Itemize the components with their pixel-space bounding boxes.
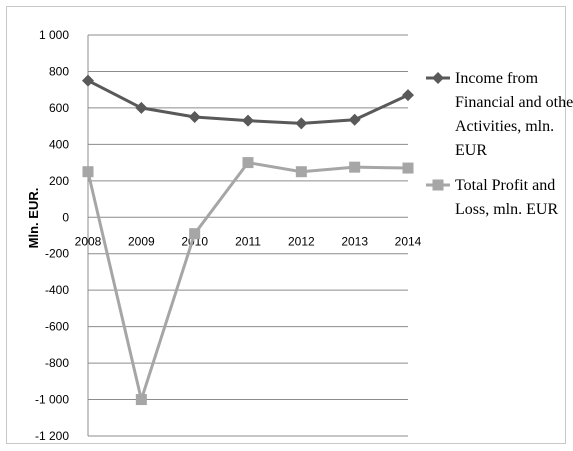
- x-tick-label: 2010: [181, 234, 208, 248]
- x-tick-label: 2013: [341, 234, 368, 248]
- y-tick-label: -200: [45, 247, 69, 261]
- y-tick-label: 200: [49, 174, 69, 188]
- legend-label: Income from Financial and other Activities…: [455, 70, 573, 159]
- legend-label-line: EUR: [455, 142, 487, 159]
- y-axis-label: Mln. EUR.: [26, 188, 41, 249]
- y-tick-label: 0: [62, 210, 69, 224]
- legend-label-line: Financial and other: [455, 94, 573, 111]
- x-tick-label: 2011: [235, 234, 261, 248]
- data-point-diamond: [348, 113, 361, 126]
- data-point-diamond: [135, 101, 148, 114]
- data-point-diamond: [242, 114, 254, 127]
- data-point-diamond: [188, 111, 201, 124]
- y-tick-label: 800: [49, 64, 69, 78]
- legend: Income from Financial and other Activities…: [426, 70, 573, 218]
- data-point-square: [82, 166, 94, 178]
- x-tick-labels: 2008 2009 2010 2011 2012 2013 2014: [75, 234, 422, 248]
- data-point-square: [402, 162, 414, 174]
- data-point-square: [295, 166, 307, 178]
- series-group: [82, 74, 414, 406]
- data-point-square: [432, 179, 444, 191]
- series-2: [82, 157, 414, 406]
- data-point-square: [242, 157, 254, 169]
- data-point-diamond: [82, 74, 94, 87]
- data-point-square: [189, 228, 201, 240]
- legend-label: Total Profit and Loss, mln. EUR: [455, 177, 558, 218]
- x-tick-label: 2014: [395, 234, 422, 248]
- legend-label-line: Income from: [455, 70, 539, 87]
- y-tick-label: -400: [45, 283, 69, 297]
- series-1: [82, 74, 414, 130]
- y-tick-label: -1 000: [35, 393, 69, 407]
- y-tick-label: -600: [45, 320, 69, 334]
- legend-item-1: Income from Financial and other Activities…: [426, 70, 573, 159]
- y-tick-label: 600: [49, 101, 69, 115]
- y-tick-labels: 1 000 800 600 400 200 0 -200 -400 -600 -800 -1 000…: [35, 28, 69, 443]
- legend-label-line: Loss, mln. EUR: [455, 201, 558, 218]
- y-tick-label: 1 000: [39, 28, 69, 42]
- gridlines: [87, 34, 408, 437]
- legend-label-line: Total Profit and: [455, 177, 555, 194]
- data-point-diamond: [295, 117, 308, 130]
- legend-label-line: Activities, mln.: [455, 118, 554, 135]
- data-point-square: [135, 394, 147, 406]
- x-tick-label: 2008: [75, 234, 102, 248]
- data-point-square: [349, 161, 361, 173]
- x-tick-label: 2012: [288, 234, 315, 248]
- x-tick-label: 2009: [128, 234, 155, 248]
- y-tick-label: 400: [49, 137, 69, 151]
- data-point-diamond: [402, 89, 414, 102]
- y-tick-label: -1 200: [35, 429, 69, 443]
- data-point-diamond: [432, 72, 444, 84]
- y-tick-label: -800: [45, 356, 69, 370]
- series-line: [86, 160, 409, 406]
- legend-item-2: Total Profit and Loss, mln. EUR: [426, 177, 558, 218]
